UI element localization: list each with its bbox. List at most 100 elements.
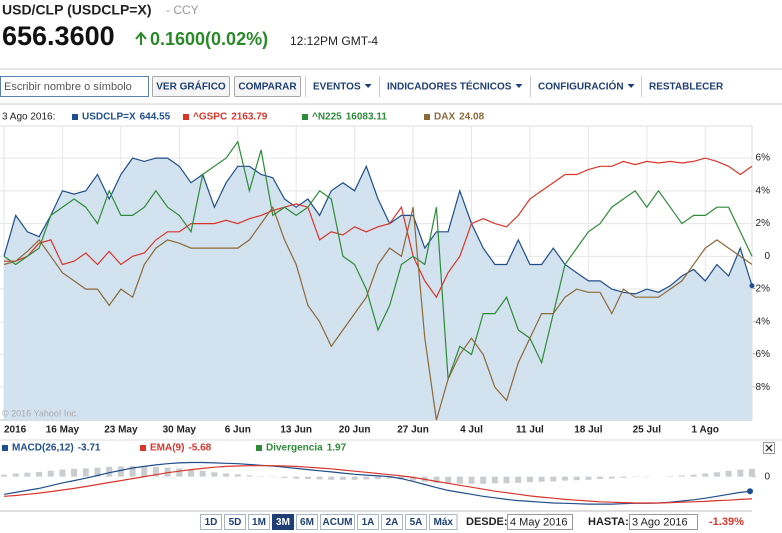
y-tick-label: 2% [756, 218, 771, 229]
histogram-bar [597, 476, 604, 480]
legend-swatch [302, 114, 308, 120]
histogram-bar [515, 476, 522, 483]
x-tick-label: 27 Jun [397, 425, 429, 436]
series-line [3, 465, 753, 504]
histogram-bar [117, 466, 124, 477]
legend-value: -5.68 [188, 443, 211, 454]
histogram-bar [47, 470, 54, 477]
range-button[interactable] [200, 514, 222, 530]
toolbar-button[interactable] [234, 76, 301, 97]
legend-swatch [424, 114, 430, 120]
range-label: ACUM [323, 517, 353, 528]
histogram-bar [550, 476, 557, 482]
from-input[interactable] [507, 514, 573, 530]
y-tick-label: -2% [752, 284, 770, 295]
range-button[interactable] [224, 514, 246, 530]
y-tick-label: -6% [752, 349, 770, 360]
range-button[interactable] [429, 514, 458, 530]
range-button[interactable] [381, 514, 403, 530]
histogram-bar [749, 468, 755, 477]
range-label: 5A [410, 517, 423, 528]
histogram-bar [36, 471, 43, 477]
price: 656.3600 [2, 21, 115, 51]
histogram-bar [491, 476, 498, 484]
y-tick-label: 0 [764, 251, 770, 262]
range-button[interactable] [405, 514, 427, 530]
histogram-bar [129, 466, 136, 477]
range-button[interactable] [296, 514, 318, 530]
y-tick-label: 4% [756, 185, 771, 196]
range-label: 1A [362, 517, 375, 528]
y-tick-label: 6% [756, 153, 771, 164]
search-placeholder: Escribir nombre o símbolo [4, 81, 132, 93]
histogram-bar [456, 476, 463, 484]
legend-value: 2163.79 [231, 112, 268, 123]
legend-name: MACD(26,12) [12, 443, 74, 454]
histogram-bar [526, 476, 533, 483]
histogram-bar [503, 476, 510, 484]
dropdown-caret [515, 84, 523, 88]
range-button[interactable] [357, 514, 379, 530]
histogram-bar [71, 468, 78, 477]
range-label: 3M [276, 517, 290, 528]
x-tick-label: 11 Jul [516, 425, 544, 436]
legend-name: Divergencia [266, 443, 323, 454]
histogram-bar [328, 476, 335, 480]
range-label: Máx [434, 517, 454, 528]
last-point [747, 488, 753, 495]
histogram-bar [480, 476, 487, 484]
to-value: 3 Ago 2016 [632, 516, 688, 528]
toolbar-button-label: COMPARAR [238, 82, 297, 93]
histogram-bar [176, 468, 183, 477]
price-change: 0.1600(0.02%) [150, 29, 268, 49]
legend-swatch [72, 114, 78, 120]
legend-name: EMA(9) [150, 443, 184, 454]
copyright: © 2016 Yahoo! Inc. [2, 408, 78, 418]
range-label: 1M [252, 517, 266, 528]
legend-name: ^GSPC [193, 112, 227, 123]
y-tick-label: -4% [752, 316, 770, 327]
range-button[interactable] [272, 514, 294, 530]
to-input[interactable] [629, 514, 698, 530]
legend-name: USDCLP=X [82, 112, 136, 123]
series-line [3, 205, 753, 421]
toolbar-menu[interactable]: RESTABLECER [649, 82, 724, 93]
period-change: -1.39% [709, 516, 744, 528]
last-point [749, 283, 755, 289]
legend-value: 24.08 [459, 112, 484, 123]
histogram-bar [702, 473, 709, 477]
histogram-bar [562, 476, 568, 481]
legend-value: -3.71 [78, 443, 101, 454]
toolbar-menu[interactable]: CONFIGURACIÓN [538, 80, 624, 93]
range-label: 6M [300, 517, 314, 528]
search-input[interactable] [0, 76, 149, 97]
range-button[interactable] [248, 514, 270, 530]
series-line [3, 157, 753, 295]
from-label: DESDE: [466, 516, 508, 528]
exchange: - CCY [166, 3, 199, 17]
range-label: 2A [386, 517, 399, 528]
histogram-bar [468, 476, 475, 484]
histogram-bar [24, 472, 31, 477]
histogram-bar [304, 476, 311, 480]
histogram-bar [737, 469, 744, 477]
histogram-bar [223, 473, 230, 477]
x-tick-label: 30 May [163, 425, 197, 436]
histogram-bar [339, 476, 346, 480]
toolbar-menu[interactable]: EVENTOS [313, 82, 361, 93]
to-label: HASTA: [588, 516, 629, 528]
histogram-bar [246, 475, 253, 477]
x-tick-label: 20 Jun [339, 425, 371, 436]
histogram-bar [690, 474, 697, 477]
histogram-bar [725, 470, 732, 477]
histogram-bar [293, 476, 300, 479]
toolbar-menu[interactable]: INDICADORES TÉCNICOS [387, 80, 512, 93]
series-line [4, 157, 753, 299]
legend-name: ^N225 [312, 112, 342, 123]
toolbar-button[interactable] [152, 76, 230, 97]
x-tick-label: 4 Jul [460, 425, 483, 436]
histogram-bar [152, 466, 159, 477]
range-button[interactable] [320, 514, 355, 530]
legend-swatch [256, 445, 262, 451]
